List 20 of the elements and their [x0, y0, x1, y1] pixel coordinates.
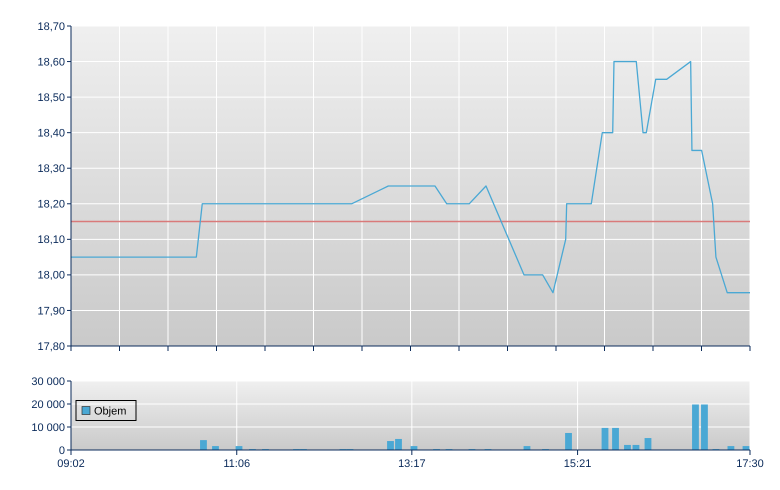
y-tick-label: 20 000 [31, 398, 65, 411]
x-tick-label: 15:21 [564, 458, 592, 470]
y-tick-label: 18,40 [37, 128, 65, 140]
legend-label: Objem [94, 406, 126, 418]
y-tick-label: 10 000 [31, 422, 65, 434]
x-tick-label: 11:06 [223, 458, 250, 470]
y-tick-label: 18,30 [37, 163, 65, 176]
y-tick-label: 18,70 [37, 20, 65, 33]
y-tick-label: 18,60 [37, 56, 65, 68]
y-tick-label: 17,80 [37, 340, 65, 353]
y-tick-label: 18,10 [37, 234, 65, 246]
y-tick-label: 30 000 [31, 376, 65, 388]
y-tick-label: 18,50 [37, 92, 65, 104]
x-tick-label: 13:17 [398, 458, 426, 470]
y-tick-label: 18,00 [37, 270, 65, 282]
x-tick-label: 17:30 [736, 458, 764, 470]
y-tick-label: 17,90 [37, 305, 65, 318]
x-tick-label: 09:02 [57, 458, 85, 470]
y-tick-label: 18,20 [37, 198, 65, 211]
y-tick-label: 0 [58, 444, 65, 457]
